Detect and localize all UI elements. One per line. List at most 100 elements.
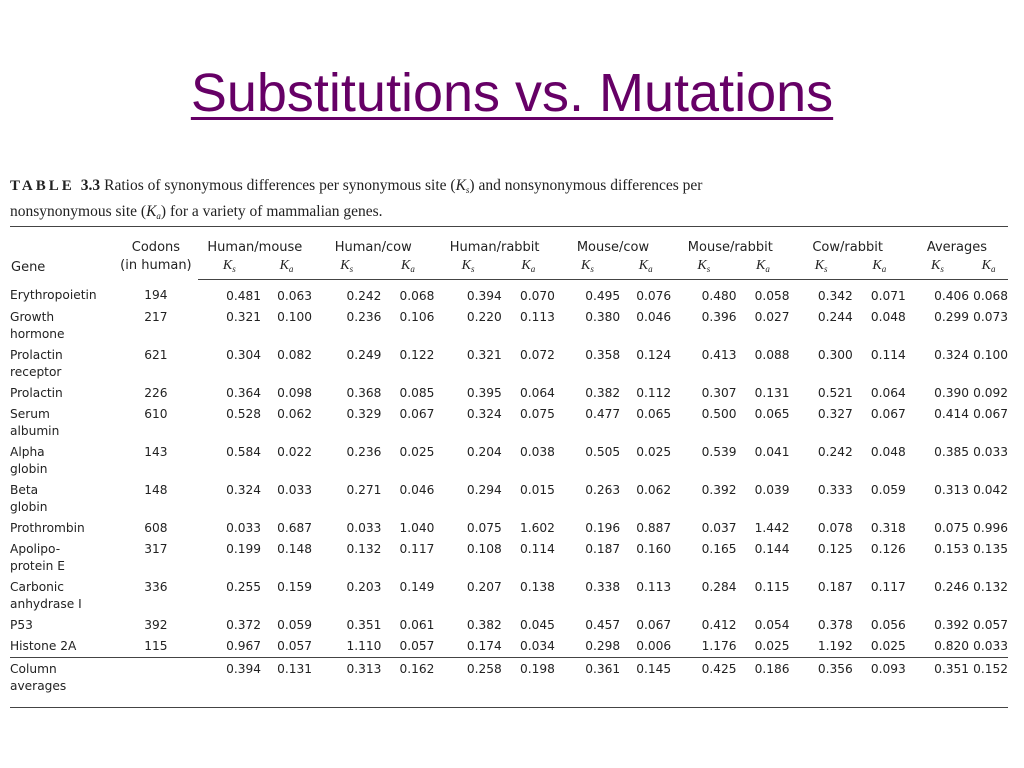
ks-value: 0.075 bbox=[934, 520, 970, 535]
ka-value: 0.113 bbox=[519, 309, 555, 324]
ka-value: 0.067 bbox=[636, 617, 672, 632]
ks-value: 0.187 bbox=[817, 579, 853, 594]
table-row: Erythropoietin 194 0.481 0.063 0.242 0.068 0.3… bbox=[10, 279, 1008, 307]
ka-value: 0.996 bbox=[973, 520, 1008, 535]
ka-value: 0.117 bbox=[870, 579, 906, 594]
ks-value: 0.199 bbox=[226, 541, 261, 556]
ks-value: 1.110 bbox=[346, 638, 382, 653]
ks-symbol: K bbox=[814, 257, 825, 273]
ks-value: 0.304 bbox=[226, 347, 261, 362]
ks-value: 0.584 bbox=[226, 444, 261, 459]
ks-value: 0.263 bbox=[585, 482, 621, 497]
ks-value: 0.174 bbox=[466, 638, 502, 653]
codon-count: 226 bbox=[144, 385, 168, 400]
table-row: P53 392 0.372 0.059 0.351 0.061 0.382 0.045 0.45… bbox=[10, 615, 1008, 636]
caption-text-2: ) and nonsynonymous differences per nons… bbox=[10, 177, 703, 220]
gene-name-line: Histone 2A bbox=[10, 638, 77, 653]
ks-value: 0.351 bbox=[905, 656, 970, 708]
ks-value: 0.457 bbox=[585, 617, 621, 632]
ka-subscript: a bbox=[530, 263, 536, 274]
ka-value: 0.072 bbox=[519, 347, 555, 362]
table-row: Beta globin 148 0.324 0.033 0.271 0.046 0.294 0.… bbox=[10, 480, 1008, 518]
ks-value: 0.294 bbox=[466, 482, 502, 497]
table-number: 3.3 bbox=[80, 177, 101, 194]
codon-count bbox=[114, 656, 198, 708]
table-caption: TABLE 3.3 Ratios of synonymous differences… bbox=[10, 175, 770, 227]
codon-count: 115 bbox=[144, 638, 168, 653]
header-ka: Ka bbox=[736, 256, 790, 280]
header-codons-line2: (in human) bbox=[120, 258, 192, 273]
ks-value: 0.165 bbox=[701, 541, 737, 556]
ks-value: 0.300 bbox=[817, 347, 853, 362]
ks-value: 0.395 bbox=[466, 385, 502, 400]
ks-value: 0.481 bbox=[226, 288, 261, 303]
ks-subscript: s bbox=[706, 263, 711, 274]
ka-value: 1.040 bbox=[399, 520, 435, 535]
ks-value: 0.539 bbox=[701, 444, 737, 459]
ks-value: 0.372 bbox=[226, 617, 261, 632]
ks-value: 0.207 bbox=[466, 579, 502, 594]
ks-value: 0.125 bbox=[817, 541, 853, 556]
header-ka: Ka bbox=[969, 256, 1008, 280]
ka-symbol: K bbox=[872, 257, 882, 273]
ka-subscript: a bbox=[881, 263, 887, 274]
ks-value: 0.329 bbox=[346, 406, 382, 421]
gene-name-line: Prothrombin bbox=[10, 520, 85, 535]
ks-value: 0.394 bbox=[466, 288, 502, 303]
table-row: Growth hormone 217 0.321 0.100 0.236 0.106 0.22… bbox=[10, 307, 1008, 345]
table-footer: Column averages 0.394 0.131 0.313 0.162 0.258 0… bbox=[10, 656, 1008, 708]
ka-value: 0.022 bbox=[277, 444, 312, 459]
ks-value: 0.351 bbox=[346, 617, 382, 632]
ks-value: 0.321 bbox=[226, 309, 261, 324]
ks-symbol: K bbox=[581, 257, 591, 273]
data-table-wrapper: Gene Codons (in human) Human/mouse Human/… bbox=[10, 225, 1008, 708]
ka-value: 0.045 bbox=[519, 617, 555, 632]
gene-name: P53 bbox=[10, 615, 114, 636]
ka-value: 0.071 bbox=[870, 288, 906, 303]
ka-value: 0.070 bbox=[519, 288, 555, 303]
ka-value: 0.148 bbox=[277, 541, 312, 556]
ks-symbol: K bbox=[455, 177, 466, 194]
header-group: Human/mouse bbox=[197, 225, 312, 257]
ka-value: 0.132 bbox=[973, 579, 1008, 594]
ks-value: 0.242 bbox=[346, 288, 382, 303]
ka-value: 0.038 bbox=[519, 444, 555, 459]
codon-count: 392 bbox=[144, 617, 168, 632]
ka-value: 0.065 bbox=[754, 406, 790, 421]
ka-value: 0.124 bbox=[636, 347, 672, 362]
ks-value: 0.204 bbox=[466, 444, 502, 459]
gene-name-line: Erythropoietin bbox=[10, 288, 97, 302]
ka-value: 0.092 bbox=[973, 385, 1008, 400]
ks-subscript: s bbox=[471, 263, 475, 274]
table-row: Prothrombin 608 0.033 0.687 0.033 1.040 0.075 1… bbox=[10, 518, 1008, 539]
ka-value: 0.073 bbox=[973, 309, 1008, 324]
ka-value: 0.059 bbox=[870, 482, 906, 497]
codon-count: 217 bbox=[144, 309, 168, 324]
ks-subscript: s bbox=[232, 263, 236, 274]
codon-count: 621 bbox=[144, 347, 168, 362]
ks-value: 0.307 bbox=[701, 385, 737, 400]
ka-value: 0.039 bbox=[754, 482, 790, 497]
header-group: Human/rabbit bbox=[434, 225, 555, 257]
ks-value: 0.242 bbox=[817, 444, 853, 459]
ks-subscript: s bbox=[940, 263, 944, 274]
ka-value: 0.088 bbox=[754, 347, 790, 362]
column-averages-row: Column averages 0.394 0.131 0.313 0.162 0.258 0… bbox=[10, 656, 1008, 708]
ka-value: 0.025 bbox=[754, 638, 790, 653]
ka-value: 0.062 bbox=[636, 482, 672, 497]
ks-value: 0.505 bbox=[585, 444, 621, 459]
ka-value: 0.186 bbox=[736, 656, 790, 708]
header-group: Human/cow bbox=[312, 225, 435, 257]
table-row: Serum albumin 610 0.528 0.062 0.329 0.067 0.324… bbox=[10, 404, 1008, 442]
ka-subscript: a bbox=[410, 263, 415, 274]
ks-value: 0.382 bbox=[585, 385, 621, 400]
ks-value: 0.495 bbox=[585, 288, 621, 303]
ka-value: 0.138 bbox=[519, 579, 555, 594]
ka-value: 0.162 bbox=[381, 656, 435, 708]
ks-symbol: K bbox=[697, 257, 707, 273]
ks-value: 0.333 bbox=[817, 482, 853, 497]
gene-name: Beta globin bbox=[10, 480, 114, 518]
ks-value: 0.321 bbox=[466, 347, 502, 362]
ka-value: 0.067 bbox=[870, 406, 906, 421]
slide-title: Substitutions vs. Mutations bbox=[190, 63, 834, 123]
